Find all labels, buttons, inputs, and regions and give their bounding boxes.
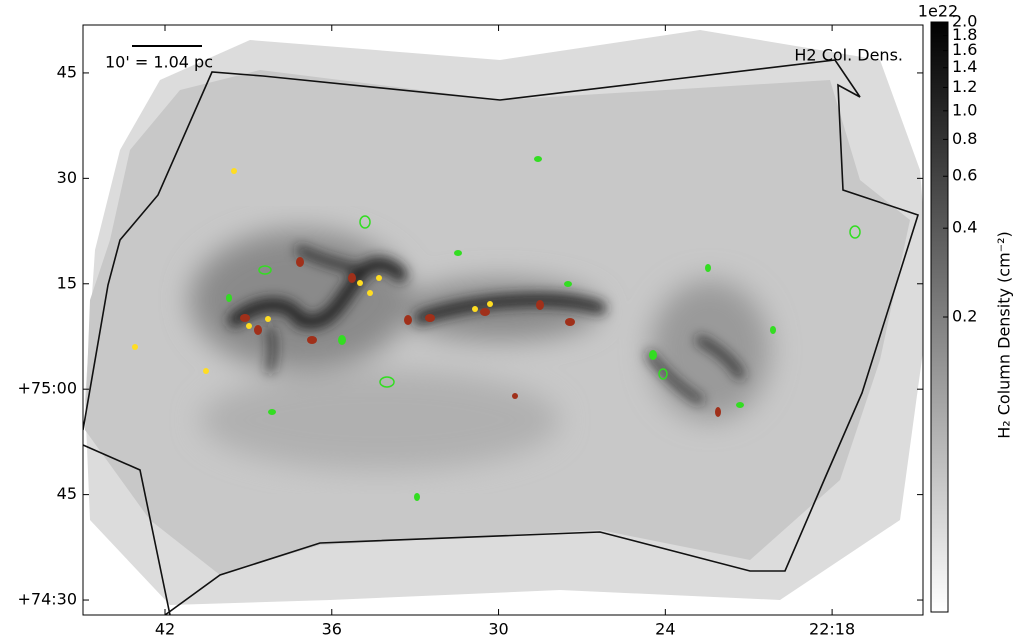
x-tick-label: 42: [155, 620, 175, 639]
scale-bar-label: 10' = 1.04 pc: [105, 53, 213, 72]
source-markers: [132, 156, 861, 501]
colorbar-label: H₂ Column Density (cm⁻²): [995, 231, 1014, 439]
y-tick-label: 45: [57, 62, 77, 81]
colorbar-offset-label: 1e22: [918, 2, 958, 21]
y-tick-label: 30: [57, 168, 77, 187]
x-tick-label: 24: [655, 620, 675, 639]
filaments: [228, 246, 744, 404]
colorbar-tick-label: 0.6: [952, 166, 977, 185]
y-tick-label: +75:00: [17, 379, 77, 398]
colorbar-tick-label: 1.8: [952, 25, 977, 44]
colorbar-tick-label: 1.6: [952, 40, 977, 59]
x-tick-label: 36: [322, 620, 342, 639]
colorbar-tick-label: 2.0: [952, 12, 977, 31]
y-tick-label: 45: [57, 484, 77, 503]
colorbar-tick-label: 1.0: [952, 100, 977, 119]
colorbar-tick-label: 1.4: [952, 57, 977, 76]
x-tick-label: 22:18: [809, 620, 855, 639]
x-tick-label: 30: [488, 620, 508, 639]
column-density-map: [83, 25, 923, 615]
colorbar-tick-label: 0.8: [952, 129, 977, 148]
colorbar-tick-label: 0.2: [952, 307, 977, 326]
colorbar-tick-label: 1.2: [952, 77, 977, 96]
colorbar-tick-label: 0.4: [952, 218, 977, 237]
coverage-outline: [83, 59, 919, 615]
y-tick-label: +74:30: [17, 590, 77, 609]
map-label: H2 Col. Dens.: [794, 46, 903, 65]
plot-frame: [82, 24, 924, 616]
y-tick-label: 15: [57, 273, 77, 292]
